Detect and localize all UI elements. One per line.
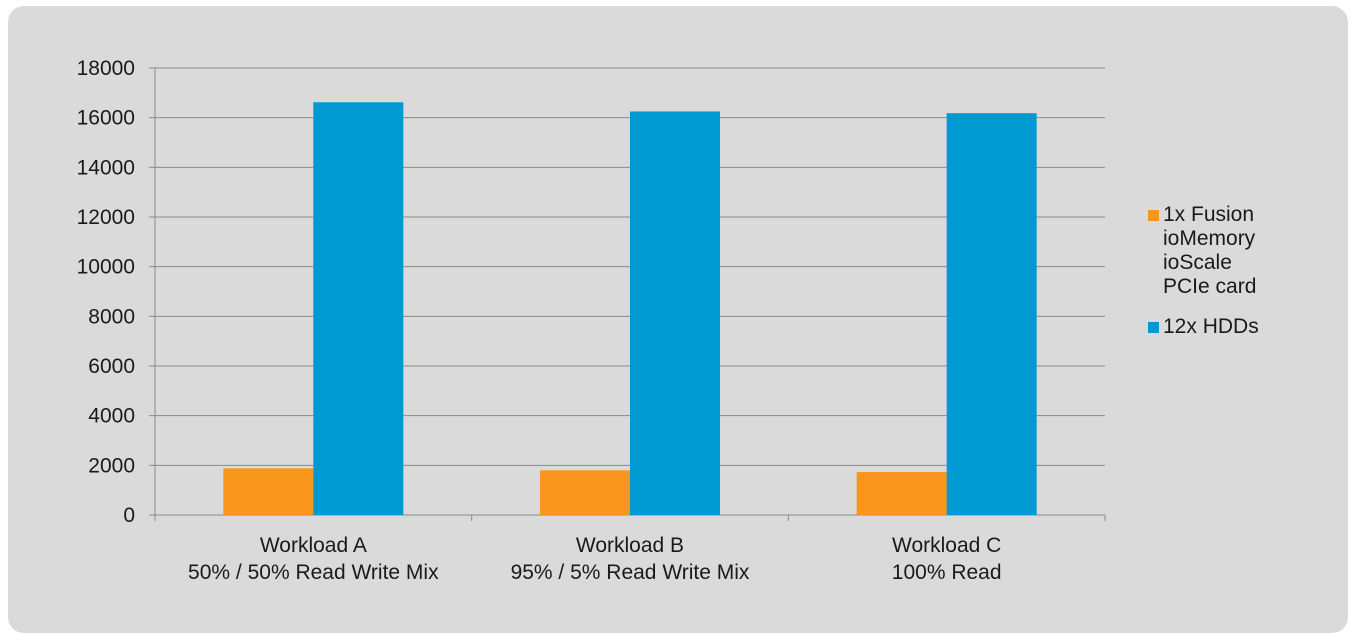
- bar-fusion-0: [223, 468, 314, 515]
- y-tick-label: 16000: [77, 107, 135, 130]
- bar-hdds-1: [630, 111, 720, 515]
- bar-fusion-1: [540, 470, 630, 515]
- x-tick-label: 95% / 5% Read Write Mix: [511, 561, 750, 584]
- legend-label-hdds: 12x HDDs: [1163, 315, 1259, 338]
- legend-label-fusion-line-2: ioMemory: [1163, 227, 1256, 250]
- x-tick-label: Workload A: [260, 534, 367, 557]
- legend-label-fusion-line-4: PCIe card: [1163, 275, 1257, 298]
- y-tick-label: 18000: [77, 57, 135, 80]
- bar-fusion-2: [856, 472, 947, 515]
- x-tick-label: Workload C: [892, 534, 1001, 557]
- bar-hdds-2: [946, 113, 1037, 516]
- legend-item-hdds: 12x HDDs: [1148, 315, 1308, 339]
- legend-item-fusion: 1x Fusion ioMemory ioScale PCIe card: [1148, 203, 1308, 299]
- legend: 1x Fusion ioMemory ioScale PCIe card 12x…: [1148, 203, 1308, 355]
- legend-label-fusion-line-1: 1x Fusion: [1163, 203, 1255, 226]
- y-tick-label: 4000: [88, 405, 135, 428]
- y-tick-label: 0: [123, 504, 135, 527]
- y-tick-label: 8000: [88, 305, 135, 328]
- x-tick-label: 100% Read: [892, 561, 1002, 584]
- y-tick-label: 12000: [77, 206, 135, 229]
- plot-area: 0 2000 4000 6000 8000 10000 12000 14000 16000 180…: [77, 57, 1106, 584]
- y-tick-label: 6000: [88, 355, 135, 378]
- legend-swatch-hdds: [1148, 322, 1159, 333]
- y-tick-label: 14000: [77, 156, 135, 179]
- legend-swatch-fusion: [1148, 210, 1159, 221]
- y-tick-label: 10000: [77, 256, 135, 279]
- x-tick-label: 50% / 50% Read Write Mix: [188, 561, 439, 584]
- bar-hdds-0: [313, 102, 404, 516]
- y-tick-label: 2000: [88, 454, 135, 477]
- x-tick-label: Workload B: [576, 534, 684, 557]
- legend-label-fusion-line-3: ioScale: [1163, 251, 1232, 274]
